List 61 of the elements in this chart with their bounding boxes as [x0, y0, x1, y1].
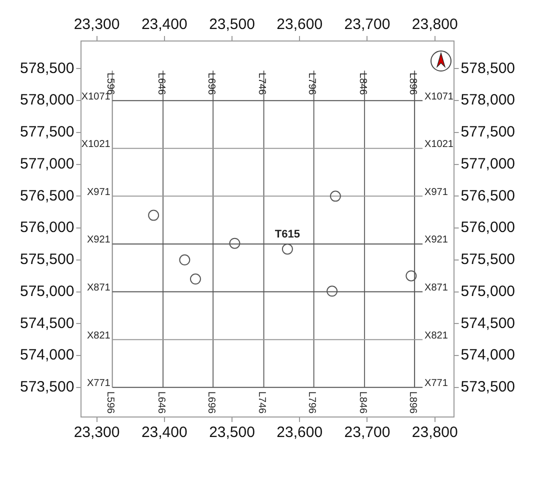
y-tick-label: 576,500	[20, 187, 74, 204]
x-tick-label: 23,800	[412, 424, 458, 442]
text: L746	[256, 391, 268, 414]
y2-tick-label: 575,000	[460, 282, 516, 300]
y-tick-label: 578,000	[20, 92, 74, 109]
text: X921	[424, 234, 448, 246]
x2-tick-label: 23,700	[344, 16, 390, 34]
y2-tick-label: 577,500	[460, 124, 516, 141]
text: X821	[424, 330, 448, 342]
y-tick-label: 575,500	[20, 251, 74, 268]
x2-tick-label: 23,600	[276, 16, 323, 34]
y2-tick-label: 576,500	[460, 187, 516, 204]
ref-line-label: X921	[86, 234, 111, 246]
x-tick-label: 23,700	[344, 424, 390, 442]
x2-tick-label: 23,300	[74, 16, 120, 34]
y2-tick-label: 573,500	[460, 378, 516, 396]
y-tick-label: 574,500	[20, 314, 74, 332]
y2-tick-label: 576,000	[460, 219, 516, 236]
x2-tick-label: 23,400	[141, 16, 188, 34]
y-tick-label: 574,000	[20, 346, 74, 364]
text: L646	[155, 391, 166, 414]
text: L796	[306, 391, 318, 414]
ref-line-label: X771	[86, 378, 111, 390]
text: L846	[356, 391, 368, 414]
ref-line-label: L846	[356, 72, 368, 96]
text: X971	[424, 186, 448, 198]
ref-line-label: X971	[86, 186, 111, 198]
ref-line-label: X1021	[81, 139, 111, 150]
x-tick-label: 23,300	[74, 424, 120, 442]
y-tick-label: 576,000	[20, 219, 74, 236]
text: L896	[406, 391, 418, 414]
y-tick-label: 573,500	[20, 378, 74, 396]
text: X1021	[424, 139, 454, 150]
x-tick-label: 23,400	[141, 424, 188, 442]
y2-tick-label: 574,500	[460, 314, 516, 332]
ref-line-label: L746	[256, 72, 268, 96]
y2-tick-label: 574,000	[460, 346, 516, 364]
y-tick-label: 577,000	[20, 155, 74, 172]
ref-line-label: L646	[155, 72, 166, 96]
x2-tick-label: 23,500	[209, 16, 255, 34]
ref-line-label: L796	[306, 72, 318, 96]
x-tick-label: 23,500	[209, 424, 255, 442]
y-tick-label: 578,500	[20, 60, 74, 77]
y2-tick-label: 577,000	[460, 155, 516, 172]
ref-line-label: L696	[205, 72, 216, 96]
ref-line-label: L896	[406, 72, 418, 96]
y-tick-label: 577,500	[20, 124, 74, 141]
y2-tick-label: 578,500	[460, 60, 516, 77]
text: L596	[104, 391, 116, 414]
x2-tick-label: 23,800	[412, 16, 458, 34]
text: X1071	[424, 91, 454, 102]
ref-line-label: X871	[86, 282, 111, 294]
y2-tick-label: 578,000	[460, 92, 516, 109]
ref-line-label: X821	[86, 330, 111, 342]
text: X771	[424, 378, 448, 390]
text: X871	[424, 282, 448, 294]
y-tick-label: 575,000	[20, 282, 74, 300]
y2-tick-label: 575,500	[460, 251, 516, 268]
text: L696	[205, 391, 216, 414]
annotation: T615	[274, 228, 300, 241]
x-tick-label: 23,600	[276, 424, 323, 442]
